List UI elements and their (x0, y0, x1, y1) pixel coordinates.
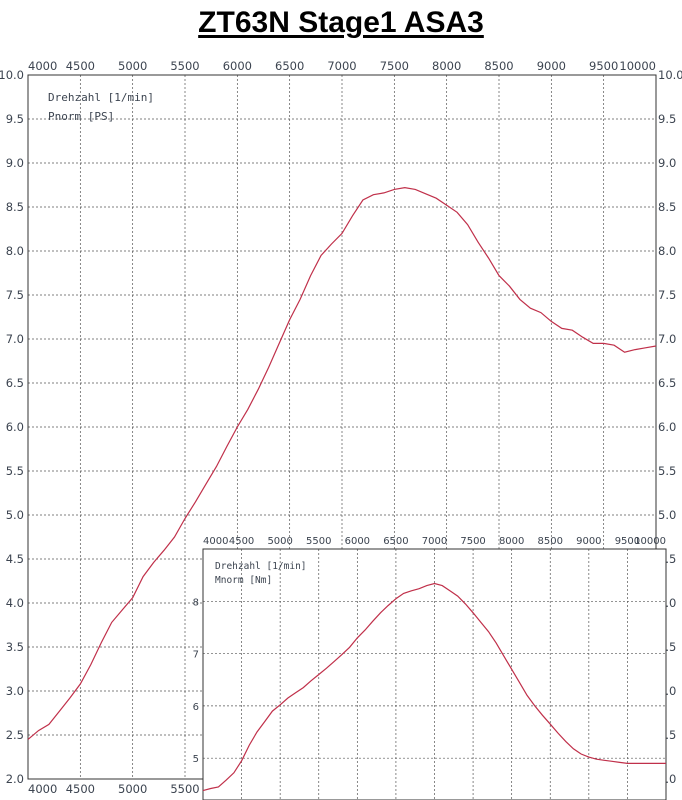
inset-x-tick-top: 7000 (422, 536, 447, 547)
inset-x-tick-top: 9000 (576, 536, 601, 547)
main-x-tick-top: 8000 (432, 59, 461, 73)
main-y-tick-left: 3.0 (6, 684, 24, 698)
main-y-tick-left: 4.5 (6, 552, 24, 566)
inset-x-tick-top: 8000 (499, 536, 524, 547)
inset-x-tick-top: 6000 (345, 536, 370, 547)
inset-chart: 4000 4500 5000 5500 6000 6500 7000 7500 8000 8500… (193, 536, 667, 800)
main-x-tick-bottom: 4000 (28, 782, 57, 796)
main-y-tick-left: 4.0 (6, 596, 24, 610)
main-y-tick-right: 8.0 (658, 244, 676, 258)
main-x-tick-bottom: 5000 (118, 782, 147, 796)
main-series-line (27, 186, 657, 740)
main-y-tick-right: 9.0 (658, 156, 676, 170)
inset-x-axis-label: Drehzahl [1/min] (215, 561, 307, 572)
main-x-tick-top: 9500 (589, 59, 618, 73)
main-y-tick-left: 8.5 (6, 200, 24, 214)
main-y-tick-left: 9.5 (6, 112, 24, 126)
main-y-tick-right: 5.0 (658, 508, 676, 522)
inset-y-tick-left: 7 (193, 650, 199, 661)
inset-x-tick-top: 5500 (306, 536, 331, 547)
inset-y-axis-label: Mnorm [Nm] (215, 575, 272, 586)
inset-series-line (202, 582, 666, 792)
main-x-tick-top: 6500 (275, 59, 304, 73)
main-y-tick-right: 6.0 (658, 420, 676, 434)
main-x-tick-top: 10000 (619, 59, 656, 73)
inset-y-tick-left: 8 (193, 597, 199, 608)
inset-x-tick-top: 4500 (229, 536, 254, 547)
main-y-tick-left: 10.0 (0, 68, 24, 82)
main-y-tick-left: 7.5 (6, 288, 24, 302)
main-x-tick-top: 9000 (537, 59, 566, 73)
inset-x-tick-top: 9500 (615, 536, 640, 547)
main-x-tick-top: 7500 (380, 59, 409, 73)
inset-x-tick-top: 5000 (267, 536, 292, 547)
main-x-tick-top: 4500 (66, 59, 95, 73)
main-y-tick-left: 5.0 (6, 508, 24, 522)
main-y-tick-right: 10.0 (658, 68, 682, 82)
main-x-tick-top: 7000 (327, 59, 356, 73)
main-y-tick-left: 2.0 (6, 772, 24, 786)
main-x-axis-label: Drehzahl [1/min] (48, 91, 154, 104)
main-y-axis-label: Pnorm [PS] (48, 110, 114, 123)
main-y-tick-right: 7.5 (658, 288, 676, 302)
main-y-tick-right: 7.0 (658, 332, 676, 346)
inset-x-tick-top: 4000 (203, 536, 228, 547)
main-y-tick-left: 9.0 (6, 156, 24, 170)
main-y-tick-left: 3.5 (6, 640, 24, 654)
chart-title: ZT63N Stage1 ASA3 (198, 6, 484, 39)
main-y-tick-right: 8.5 (658, 200, 676, 214)
main-y-tick-left: 8.0 (6, 244, 24, 258)
inset-plot-frame (202, 548, 667, 800)
inset-y-tick-left: 5 (193, 754, 199, 765)
inset-x-tick-top: 7500 (460, 536, 485, 547)
inset-x-tick-top: 8500 (538, 536, 563, 547)
main-chart: 4000400045004500500050005500550060006000… (0, 59, 682, 796)
main-x-tick-bottom: 4500 (66, 782, 95, 796)
main-y-tick-right: 5.5 (658, 464, 676, 478)
main-x-tick-top: 8500 (484, 59, 513, 73)
main-y-tick-left: 6.5 (6, 376, 24, 390)
inset-x-tick-top: 6500 (383, 536, 408, 547)
main-x-tick-top: 5500 (170, 59, 199, 73)
main-y-tick-left: 6.0 (6, 420, 24, 434)
inset-y-tick-left: 6 (193, 702, 199, 713)
main-x-tick-top: 6000 (223, 59, 252, 73)
main-y-tick-right: 6.5 (658, 376, 676, 390)
main-y-tick-right: 9.5 (658, 112, 676, 126)
main-x-tick-top: 5000 (118, 59, 147, 73)
inset-x-tick-top: 10000 (634, 536, 666, 547)
main-y-tick-left: 2.5 (6, 728, 24, 742)
main-y-tick-left: 7.0 (6, 332, 24, 346)
main-x-tick-top: 4000 (28, 59, 57, 73)
main-y-tick-left: 5.5 (6, 464, 24, 478)
main-x-tick-bottom: 5500 (170, 782, 199, 796)
